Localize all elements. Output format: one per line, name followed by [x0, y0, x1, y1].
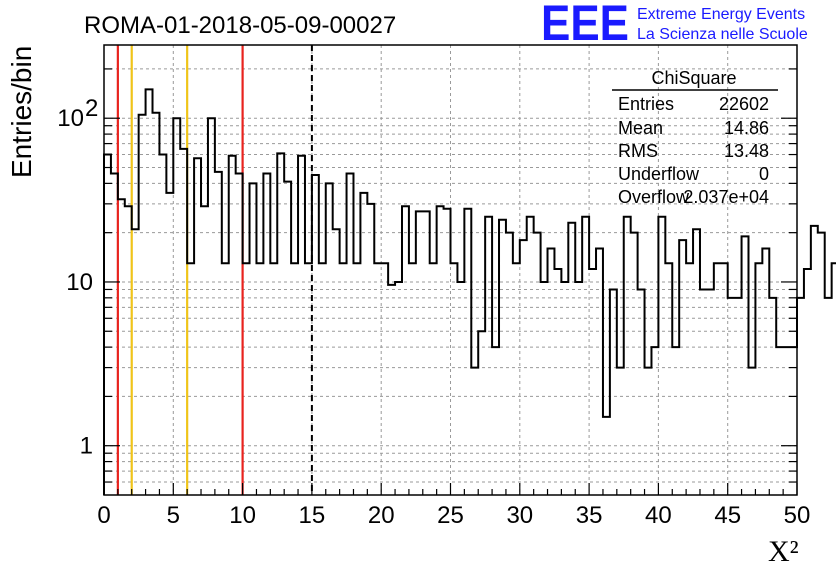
reference-lines	[116, 45, 313, 495]
x-tick-label: 20	[368, 502, 395, 529]
logo-line-2: La Scienza nelle Scuole	[637, 26, 808, 43]
stats-overflow-label: Overflow	[618, 187, 690, 207]
x-tick-label: 10	[229, 502, 256, 529]
chart-title: ROMA-01-2018-05-09-00027	[84, 12, 396, 39]
stats-underflow-label: Underflow	[618, 164, 700, 184]
y-axis-label: Entries/bin	[6, 46, 37, 178]
x-tick-label: 30	[506, 502, 533, 529]
stats-mean-value: 14.86	[724, 118, 769, 138]
x-axis: 0 5 10 15 20 25 30 35 40 45 50	[97, 483, 810, 529]
x-tick-label: 35	[576, 502, 603, 529]
stats-rms-label: RMS	[618, 141, 658, 161]
logo-mark: EEE	[541, 0, 629, 51]
x-tick-label: 5	[167, 502, 180, 529]
y-tick-label-exponent: 2	[85, 95, 98, 122]
stats-title: ChiSquare	[651, 68, 736, 88]
histogram-series	[103, 88, 836, 495]
x-tick-label: 50	[784, 502, 811, 529]
stats-entries-label: Entries	[618, 94, 674, 114]
y-tick-label: 1	[80, 433, 93, 460]
stats-mean-label: Mean	[618, 118, 663, 138]
x-tick-label: 25	[437, 502, 464, 529]
x-tick-label: 40	[645, 502, 672, 529]
x-axis-label: X²	[768, 535, 799, 568]
x-tick-label: 0	[97, 502, 110, 529]
logo: EEE Extreme Energy Events La Scienza nel…	[541, 0, 808, 51]
stats-rms-value: 13.48	[724, 141, 769, 161]
logo-line-1: Extreme Energy Events	[637, 6, 805, 23]
y-tick-label: 10	[66, 269, 93, 296]
stats-underflow-value: 0	[759, 164, 769, 184]
stats-box: ChiSquare Entries 22602 Mean 14.86 RMS 1…	[612, 68, 778, 207]
x-tick-label: 45	[714, 502, 741, 529]
x-tick-label: 15	[299, 502, 326, 529]
stats-entries-value: 22602	[719, 94, 769, 114]
y-tick-label: 10	[57, 105, 84, 132]
stats-overflow-value: 2.037e+04	[683, 187, 769, 207]
